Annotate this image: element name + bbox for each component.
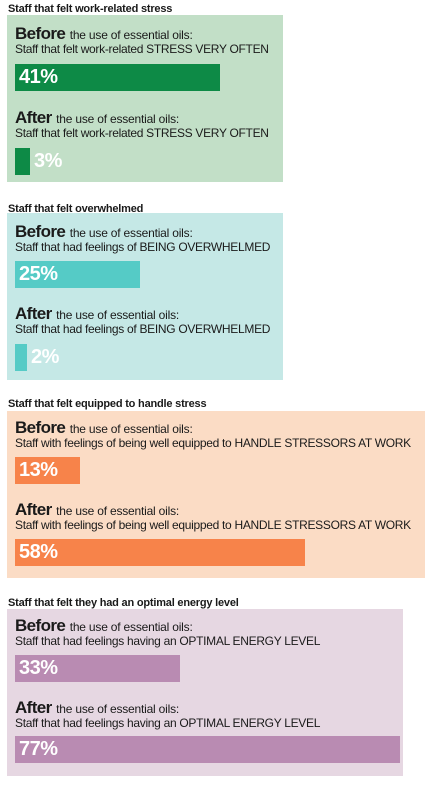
after-heading: After — [15, 698, 52, 717]
after-bar: 77% — [15, 736, 400, 763]
before-description: Staff that had feelings of BEING OVERWHE… — [15, 240, 271, 254]
before-description: Staff with feelings of being well equipp… — [15, 436, 411, 450]
section-title: Staff that felt overwhelmed — [8, 203, 144, 215]
before-bar: 25% — [15, 261, 140, 288]
before-suffix: the use of essential oils: — [69, 28, 193, 42]
after-description: Staff with feelings of being well equipp… — [15, 518, 411, 532]
after-description: Staff that had feelings having an OPTIMA… — [15, 716, 321, 730]
before-label: Before the use of essential oils: — [15, 419, 193, 437]
after-value-label: 3% — [34, 150, 62, 172]
before-suffix: the use of essential oils: — [69, 226, 193, 240]
after-suffix: the use of essential oils: — [56, 308, 179, 322]
before-heading: Before — [15, 418, 66, 437]
chart-panel: Before the use of essential oils: Staff … — [7, 609, 403, 776]
before-value-label: 33% — [19, 657, 58, 679]
before-bar: 41% — [15, 64, 220, 91]
after-suffix: the use of essential oils: — [56, 112, 179, 126]
after-description: Staff that had feelings of BEING OVERWHE… — [15, 322, 271, 336]
after-value-label: 77% — [19, 738, 58, 760]
after-bar: 58% — [15, 539, 305, 566]
after-heading: After — [15, 304, 52, 323]
before-suffix: the use of essential oils: — [69, 422, 193, 436]
after-label: After the use of essential oils: — [15, 305, 179, 323]
after-heading: After — [15, 500, 52, 519]
after-value-label: 2% — [31, 346, 59, 368]
before-heading: Before — [15, 222, 66, 241]
before-value-label: 41% — [19, 66, 58, 88]
before-heading: Before — [15, 616, 66, 635]
section-title: Staff that felt they had an optimal ener… — [8, 597, 239, 609]
chart-panel: Before the use of essential oils: Staff … — [7, 411, 425, 578]
chart-panel: Before the use of essential oils: Staff … — [7, 213, 283, 380]
after-label: After the use of essential oils: — [15, 501, 179, 519]
before-label: Before the use of essential oils: — [15, 25, 193, 43]
before-description: Staff that had feelings having an OPTIMA… — [15, 634, 321, 648]
before-bar: 33% — [15, 655, 180, 682]
before-description: Staff that felt work-related STRESS VERY… — [15, 42, 269, 56]
after-label: After the use of essential oils: — [15, 699, 179, 717]
before-label: Before the use of essential oils: — [15, 617, 193, 635]
section-title: Staff that felt equipped to handle stres… — [8, 398, 207, 410]
after-value-label: 58% — [19, 541, 58, 563]
after-suffix: the use of essential oils: — [56, 702, 179, 716]
after-description: Staff that felt work-related STRESS VERY… — [15, 126, 269, 140]
after-bar: 2% — [15, 344, 59, 371]
before-bar: 13% — [15, 457, 80, 484]
before-value-label: 25% — [19, 263, 58, 285]
before-suffix: the use of essential oils: — [69, 620, 193, 634]
after-heading: After — [15, 108, 52, 127]
before-value-label: 13% — [19, 459, 58, 481]
after-suffix: the use of essential oils: — [56, 504, 179, 518]
section-title: Staff that felt work-related stress — [8, 3, 173, 15]
chart-panel: Before the use of essential oils: Staff … — [7, 15, 283, 182]
before-label: Before the use of essential oils: — [15, 223, 193, 241]
after-label: After the use of essential oils: — [15, 109, 179, 127]
before-heading: Before — [15, 24, 66, 43]
after-bar: 3% — [15, 148, 62, 175]
